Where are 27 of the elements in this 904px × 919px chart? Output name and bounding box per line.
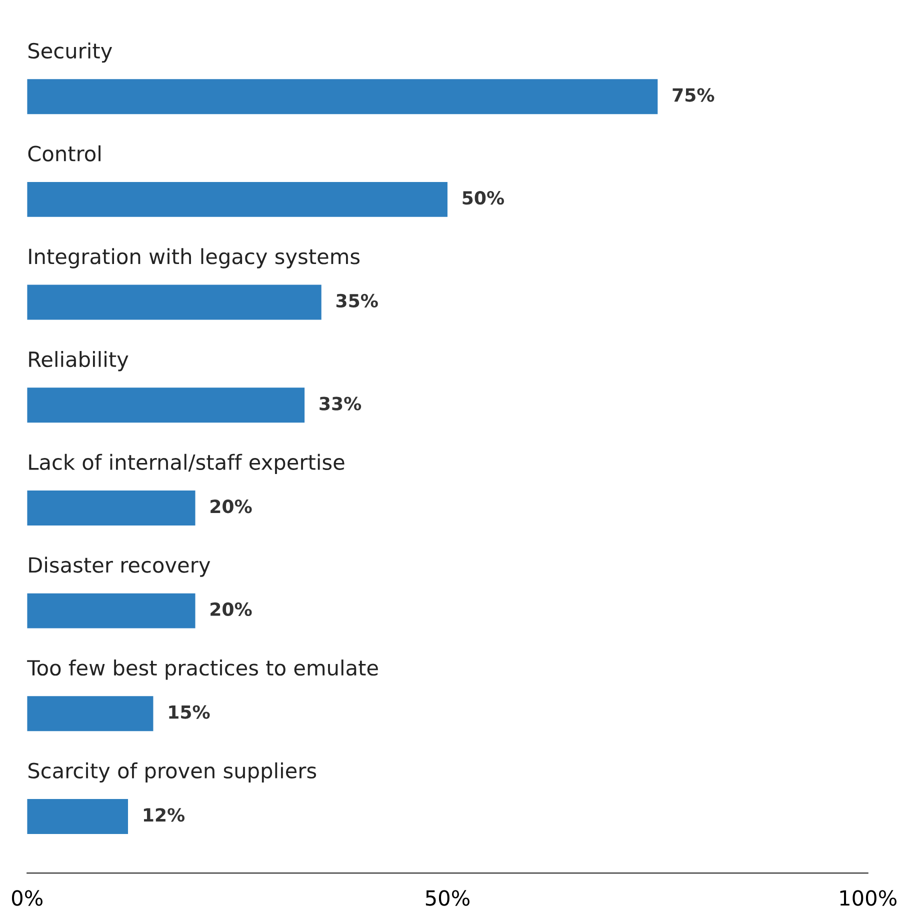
- data-label: 20%: [210, 500, 252, 514]
- y-tick-label: Too few best practices to emulate: [27, 660, 378, 680]
- x-tick-label: 100%: [840, 890, 896, 906]
- bar: [27, 593, 196, 628]
- x-tick-label: 0%: [12, 890, 42, 906]
- y-tick-label: Reliability: [29, 351, 128, 372]
- data-label: 50%: [462, 191, 504, 205]
- y-tick-label: Lack of internal/staff expertise: [29, 454, 344, 474]
- bar: [27, 696, 154, 732]
- y-tick-label: Integration with legacy systems: [29, 248, 360, 268]
- y-tick-label: Scarcity of proven suppliers: [28, 762, 316, 783]
- bar: [27, 388, 305, 423]
- data-label: 20%: [210, 602, 252, 616]
- bar: [27, 490, 196, 526]
- y-tick-label: Disaster recovery: [29, 556, 210, 577]
- y-tick-label: Control: [28, 145, 100, 162]
- y-tick-label: Security: [28, 42, 112, 63]
- data-label: 15%: [169, 705, 210, 719]
- data-label: 12%: [144, 808, 185, 822]
- data-label: 75%: [672, 88, 714, 102]
- data-label: 35%: [336, 294, 378, 308]
- data-label: 33%: [320, 396, 362, 410]
- bar: [27, 284, 322, 320]
- x-tick-label: 50%: [426, 890, 470, 906]
- bar: [27, 79, 658, 114]
- bar: [27, 799, 128, 834]
- bar: [27, 182, 448, 217]
